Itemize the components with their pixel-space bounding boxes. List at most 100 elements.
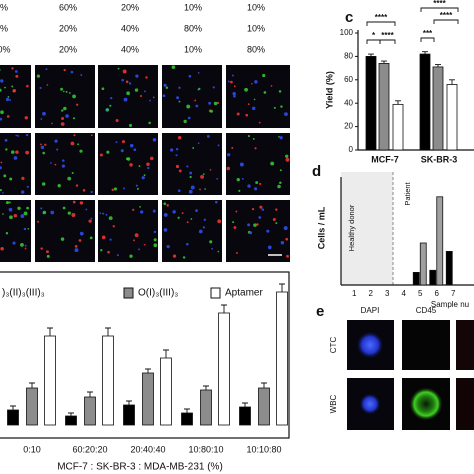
cell-image [456,378,474,430]
micrograph [162,65,222,128]
cell-dot [215,200,218,204]
error-bar [261,382,267,388]
cell-dot [39,86,42,90]
cell-dot [5,231,9,235]
cell-dot [74,248,79,253]
cell-dot [258,216,262,219]
cell-dot [70,141,75,146]
cell-dot [208,101,212,105]
cell-dot [178,169,182,173]
cell-dot [90,217,93,220]
cell-dot [4,138,8,142]
cell-dot [73,134,76,137]
cell-dot [12,241,16,245]
cell-dot [241,177,244,180]
cell-dot [105,213,108,216]
cell-dot [141,176,145,180]
cell-dot [40,145,45,150]
x-tick-label: 6 [435,289,440,298]
cell-dot [0,88,2,92]
cell-dot [231,74,234,77]
bar [26,387,38,426]
cell-dot [188,74,192,78]
cell-dot [111,188,114,192]
cell-dot [152,96,155,99]
cell-image [402,320,450,370]
cell-dot [24,116,28,120]
cell-dot [9,177,13,181]
cell-dot [60,122,65,126]
cell-dot [46,250,49,254]
cell-dot [100,249,103,252]
cell-dot [121,78,124,82]
bar [419,53,431,151]
cell-dot [102,212,105,215]
cell-dot [195,209,198,212]
composition-label: 10% [247,2,265,12]
error-bar [184,408,190,413]
y-tick-label: 60 [344,75,353,84]
cell-dot [177,216,180,219]
x-tick-label: 5 [418,289,423,298]
cell-dot [0,166,2,170]
cell-dot [195,104,199,108]
cell-dot [136,187,139,190]
bar [102,335,114,426]
cell-dot [21,176,25,180]
cell-dot [8,201,11,204]
cell-dot [186,221,189,224]
cell-dot [26,206,29,210]
cell-dot [0,117,3,121]
cell-dot [54,163,57,166]
cell-dot [9,99,12,102]
y-axis-label: Cells / mL [316,206,326,249]
x-tick-label: 3 [385,289,390,298]
bar [378,63,390,151]
cell-dot [40,207,43,210]
cell-dot [15,74,19,78]
cell-dot [11,85,14,88]
micrograph [162,200,222,262]
cell-dot [106,150,110,154]
micrograph [0,133,31,195]
error-bar [126,400,132,405]
cell-dot [7,95,10,98]
bar [44,335,56,426]
cell-dot [278,90,282,93]
cell-dot [203,218,207,222]
error-bar [105,327,111,336]
composition-label: 80% [247,44,265,54]
cell-dot [182,256,186,259]
cell-dot [46,84,49,86]
cell-dot [24,247,27,250]
cell-dot [227,153,231,157]
cell-dot [126,157,129,161]
legend-swatch [210,287,221,299]
cell-dot [140,210,144,214]
cell-dot [13,156,18,160]
cell-dot [134,233,139,238]
cell-dot [88,219,92,223]
cell-dot [170,148,174,152]
significance-bracket [433,19,459,24]
legend-label: )₃(II)₃(III)₃ [2,288,45,299]
cell-dot [255,181,259,185]
error-bar [29,382,35,388]
error-bar [422,51,428,55]
cell-dot [139,94,143,98]
cell-dot [101,87,105,91]
cell-dot [256,223,259,226]
cell-dot [283,226,288,231]
cell-dot [72,200,76,204]
cell-dot [40,118,43,120]
cell-dot [267,245,272,250]
cell-dot [143,174,146,177]
error-bar [449,79,455,85]
cell-dot [61,164,66,168]
cell-dot [117,67,120,70]
cell-dot [70,70,74,74]
cell-dot [0,110,4,115]
cell-dot [178,100,181,103]
cell-dot [126,91,130,96]
